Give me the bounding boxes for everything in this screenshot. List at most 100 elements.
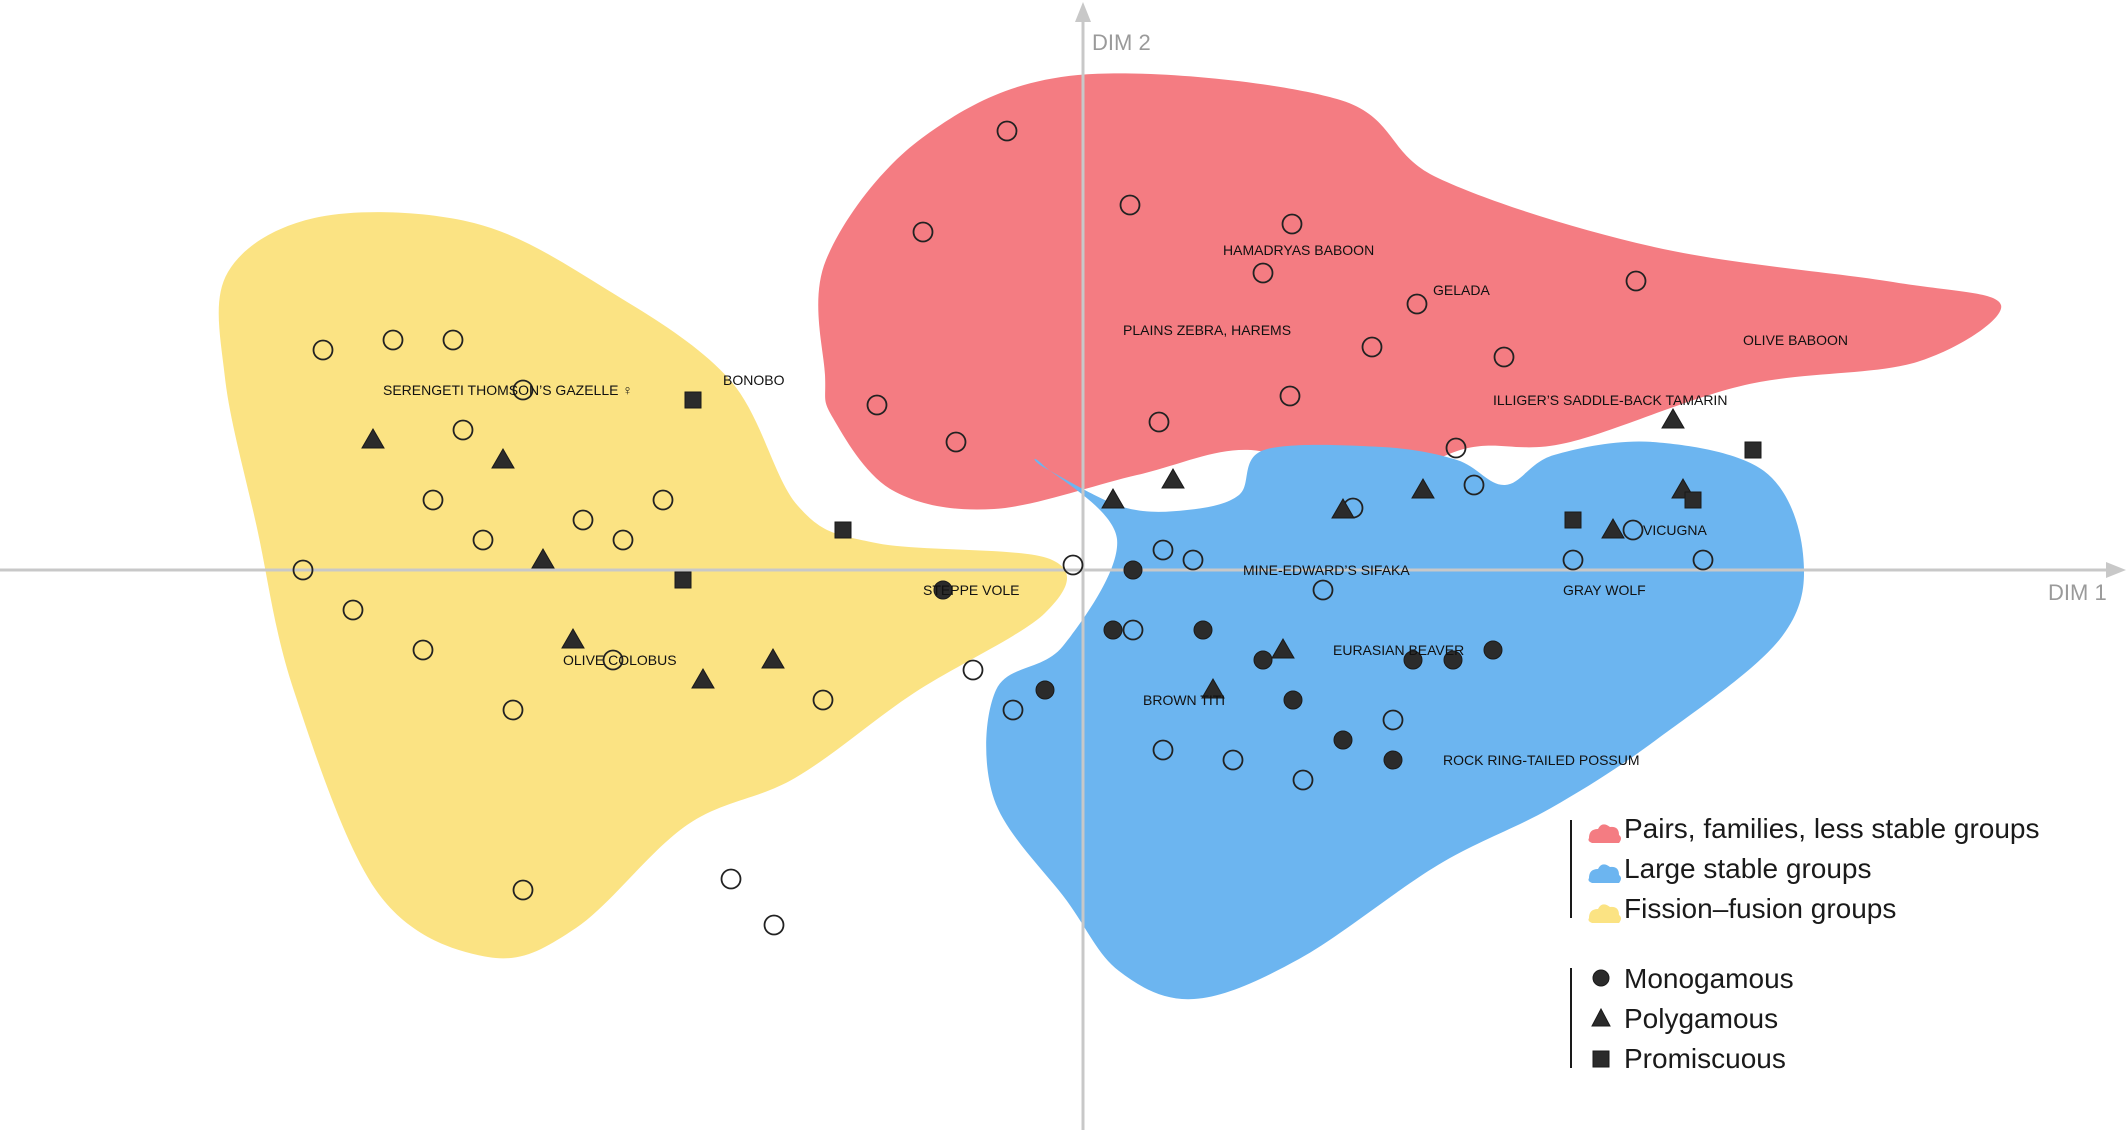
data-point-circle-5 [1281,213,1303,235]
data-points [292,120,1762,936]
data-point-circle-78 [602,649,624,671]
species-label-13: BROWN TITI [1143,692,1225,708]
species-label-3: OLIVE BABOON [1743,332,1848,348]
data-point-circle-24 [1692,549,1714,571]
data-point-triangle-55 [361,428,385,449]
data-point-circle-3 [912,221,934,243]
data-point-circle-15 [1445,437,1467,459]
data-point-circle-74 [292,559,314,581]
data-point-circle-41 [1123,560,1143,580]
data-point-square-58 [684,391,702,409]
data-point-circle-16 [1463,474,1485,496]
data-point-circle-70 [472,529,494,551]
data-point-circle-64 [312,339,334,361]
data-point-circle-75 [342,599,364,621]
data-point-circle-81 [512,879,534,901]
data-point-square-63 [1744,441,1762,459]
data-point-triangle-53 [761,648,785,669]
data-point-circle-65 [382,329,404,351]
y-axis-arrowhead [1075,2,1091,22]
data-point-square-59 [674,571,692,589]
species-label-5: SERENGETI THOMSON’S GAZELLE ♀ [383,382,633,398]
data-point-circle-76 [412,639,434,661]
data-point-circle-35 [1283,690,1303,710]
legend-label-polygamous: Polygamous [1624,1003,1778,1034]
data-point-circle-68 [452,419,474,441]
species-label-0: HAMADRYAS BABOON [1223,242,1374,258]
data-point-triangle-44 [1161,468,1185,489]
data-point-circle-32 [1103,620,1123,640]
square-marker-icon [1592,1050,1610,1068]
data-point-circle-28 [1222,749,1244,771]
data-point-circle-11 [1279,385,1301,407]
species-label-7: STEPPE VOLE [923,582,1019,598]
data-point-triangle-43 [1101,488,1125,509]
species-label-2: PLAINS ZEBRA, HAREMS [1123,322,1291,338]
data-point-square-61 [1564,511,1582,529]
data-point-circle-4 [1119,194,1141,216]
group-regions [218,73,2002,1000]
legend-label-fission: Fission–fusion groups [1624,893,1896,924]
data-point-circle-77 [502,699,524,721]
data-point-circle-38 [1483,640,1503,660]
data-point-triangle-57 [531,548,555,569]
data-point-circle-37 [1443,650,1463,670]
cloud-swatch-icon [1588,904,1621,923]
legend-label-monogamous: Monogamous [1624,963,1794,994]
data-point-circle-8 [1625,270,1647,292]
species-label-6: BONOBO [723,372,785,388]
species-label-4: ILLIGER’S SADDLE-BACK TAMARIN [1493,392,1727,408]
data-point-circle-23 [1622,519,1644,541]
legend-label-large: Large stable groups [1624,853,1872,884]
data-point-triangle-46 [1411,478,1435,499]
legend-label-promiscuous: Promiscuous [1624,1043,1786,1074]
data-point-circle-7 [1406,293,1428,315]
data-point-circle-1 [720,868,742,890]
data-point-triangle-51 [1201,678,1225,699]
cloud-swatch-icon [1588,864,1621,883]
data-point-circle-19 [1152,539,1174,561]
data-point-circle-34 [1253,650,1273,670]
data-point-triangle-52 [691,668,715,689]
data-point-circle-29 [1292,769,1314,791]
species-label-14: ROCK RING-TAILED POSSUM [1443,752,1640,768]
data-point-circle-22 [1562,549,1584,571]
data-point-triangle-54 [561,628,585,649]
data-point-triangle-45 [1331,498,1355,519]
region-pairs [818,73,2002,510]
legend-item-pairs: Pairs, families, less stable groups [1588,813,2040,844]
data-point-circle-20 [1182,549,1204,571]
data-point-circle-9 [1493,346,1515,368]
legend: Pairs, families, less stable groups Larg… [1570,813,2040,1074]
data-point-triangle-49 [1661,408,1685,429]
data-point-circle-2 [996,120,1018,142]
legend-item-fission: Fission–fusion groups [1588,893,1896,924]
data-point-circle-30 [1382,709,1404,731]
cloud-swatch-icon [1588,824,1621,843]
data-point-circle-79 [812,689,834,711]
region-fission [218,212,1068,959]
data-point-circle-26 [1002,699,1024,721]
data-point-circle-13 [945,431,967,453]
data-point-circle-0 [763,914,785,936]
region-large [986,441,1805,1000]
species-label-11: GRAY WOLF [1563,582,1646,598]
x-axis-arrowhead [2106,562,2126,578]
legend-item-polygamous: Polygamous [1591,1003,1778,1034]
data-point-circle-73 [652,489,674,511]
y-axis-title: DIM 2 [1092,30,1151,55]
data-point-circle-39 [1333,730,1353,750]
data-point-circle-36 [1403,650,1423,670]
data-point-circle-42 [933,580,953,600]
species-label-1: GELADA [1433,282,1490,298]
data-point-circle-10 [1361,336,1383,358]
data-point-circle-12 [866,394,888,416]
x-axis-title: DIM 1 [2048,580,2107,605]
data-point-circle-69 [422,489,444,511]
data-point-circle-25 [1122,619,1144,641]
triangle-marker-icon [1591,1007,1611,1027]
data-point-circle-14 [1148,411,1170,433]
legend-label-pairs: Pairs, families, less stable groups [1624,813,2040,844]
